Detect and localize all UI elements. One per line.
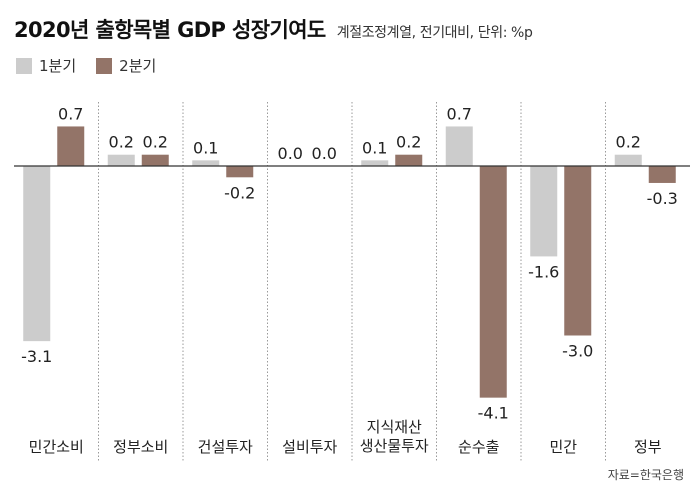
bar-q2 [141, 154, 169, 166]
bar-q2 [395, 154, 423, 166]
category-label: 순수출 [458, 438, 499, 456]
bar-q1 [530, 166, 558, 257]
value-label-q1: 0.0 [278, 144, 303, 163]
bar-q1 [107, 154, 135, 166]
value-label-q1: 0.2 [109, 133, 134, 152]
value-label-q1: 0.1 [362, 138, 387, 157]
legend-swatch-q2 [96, 57, 113, 74]
category-label: 지식재산 생산물투자 [360, 418, 429, 455]
value-label-q1: 0.7 [447, 104, 472, 123]
value-label-q2: -0.2 [224, 183, 255, 202]
bar-q2 [479, 166, 507, 398]
bar-q1 [361, 160, 389, 166]
legend-label-q1: 1분기 [39, 57, 77, 75]
chart-subtitle: 계절조정계열, 전기대비, 단위: %p [336, 25, 533, 41]
legend: 1분기 2분기 [16, 55, 176, 76]
value-label-q1: -3.1 [21, 347, 52, 366]
bar-q1 [23, 166, 51, 342]
bar-q1 [445, 126, 473, 166]
bar-q2 [564, 166, 592, 336]
legend-item-q2: 2분기 [96, 55, 156, 76]
category-label: 설비투자 [282, 438, 337, 456]
value-label-q2: 0.2 [396, 133, 421, 152]
category-label: 민간 [549, 438, 577, 456]
value-label-q1: 0.1 [193, 138, 218, 157]
category-label: 민간소비 [29, 438, 84, 456]
source-note: 자료=한국은행 [607, 468, 684, 482]
bar-q2 [648, 166, 676, 183]
bar-q2 [226, 166, 254, 178]
bar-q1 [614, 154, 642, 166]
category-label: 정부 [634, 438, 662, 456]
value-label-q2: 0.7 [58, 104, 83, 123]
value-label-q2: -0.3 [647, 189, 678, 208]
legend-swatch-q1 [16, 57, 32, 74]
value-label-q1: -1.6 [528, 262, 559, 281]
value-label-q2: -3.0 [562, 342, 593, 361]
value-label-q1: 0.2 [616, 133, 641, 152]
title-row: 2020년 출항목별 GDP 성장기여도 계절조정계열, 전기대비, 단위: %… [14, 14, 533, 44]
bar-q1 [192, 160, 220, 166]
category-label: 정부소비 [113, 438, 168, 456]
chart-title: 2020년 출항목별 GDP 성장기여도 [14, 18, 326, 42]
legend-item-q1: 1분기 [16, 55, 76, 76]
value-label-q2: -4.1 [478, 404, 509, 423]
value-label-q2: 0.2 [143, 133, 168, 152]
bar-q2 [57, 126, 85, 166]
legend-label-q2: 2분기 [119, 57, 157, 75]
category-label: 건설투자 [198, 438, 253, 456]
value-label-q2: 0.0 [312, 144, 337, 163]
